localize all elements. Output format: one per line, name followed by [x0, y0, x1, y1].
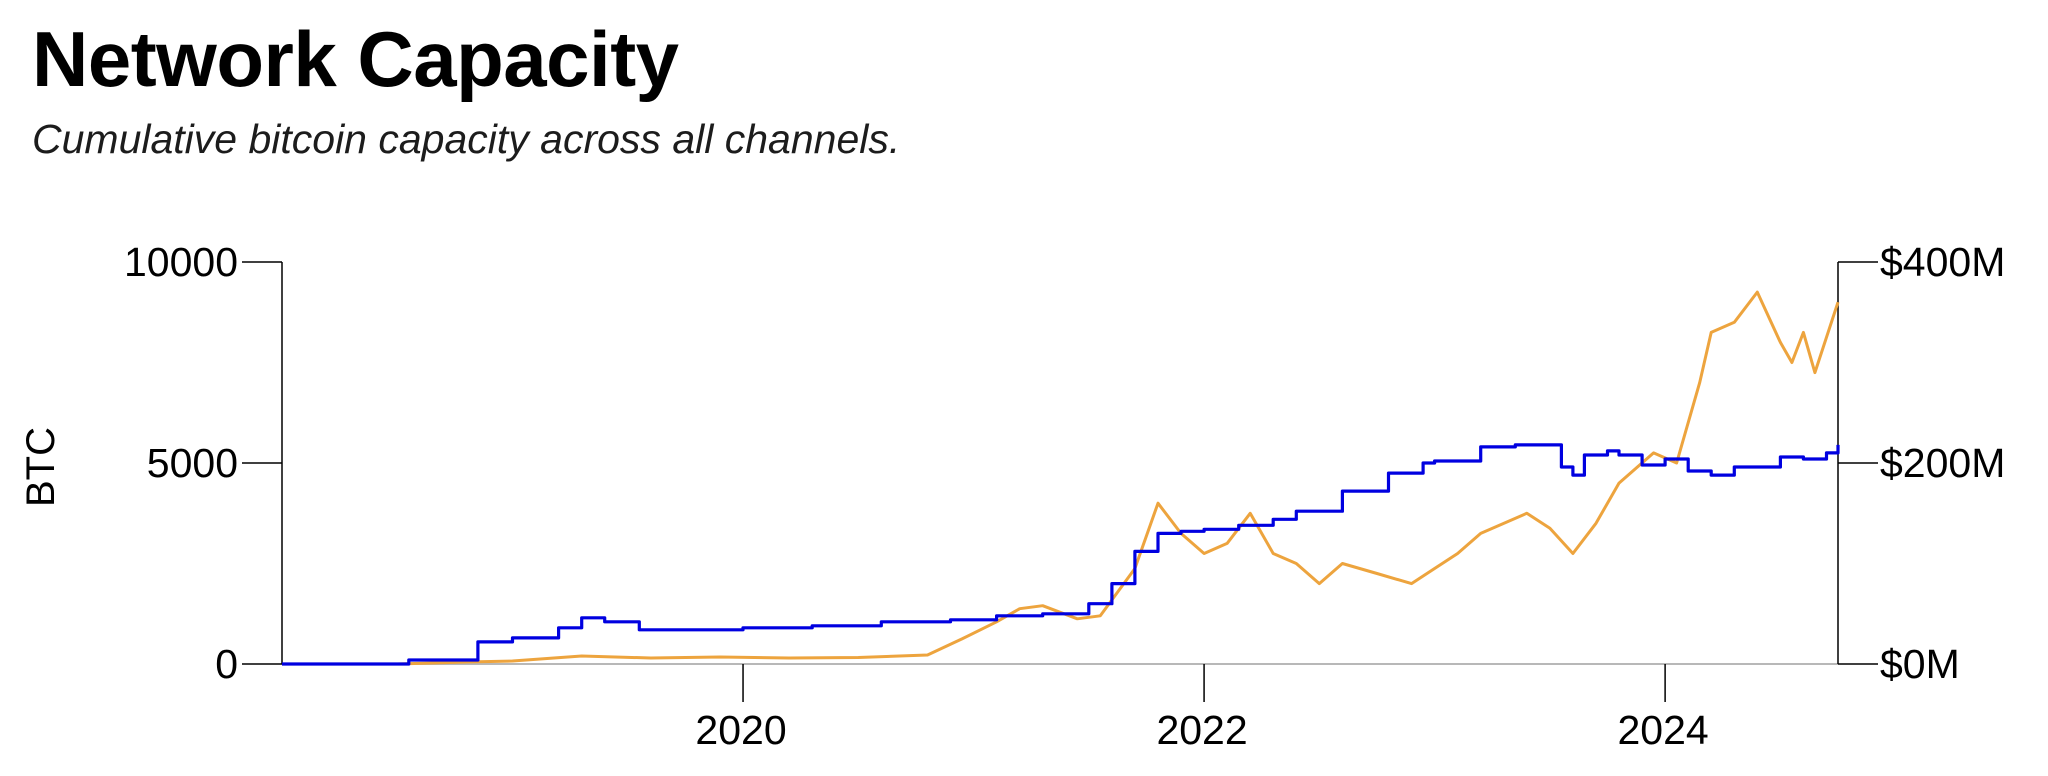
y-tick-right-label: $400M — [1880, 239, 2005, 285]
chart-title: Network Capacity — [32, 15, 679, 103]
y-tick-right-label: $0M — [1880, 641, 1960, 687]
y-tick-left-label: 10000 — [124, 239, 238, 285]
chart-lines — [282, 290, 1840, 666]
chart-subtitle: Cumulative bitcoin capacity across all c… — [32, 116, 901, 162]
chart-axes — [242, 261, 1878, 702]
x-tick-label: 2020 — [695, 707, 786, 753]
x-tick-label: 2022 — [1156, 707, 1247, 753]
y-tick-right-label: $200M — [1880, 440, 2005, 486]
chart-tick-labels: 0 5000 10000 $0M $200M $400M 2020 2022 2024 BTC — [19, 239, 2005, 753]
series-line-usd — [282, 290, 1840, 666]
y-tick-left-label: 0 — [215, 641, 238, 687]
series-line-btc — [282, 443, 1840, 666]
y-axis-title: BTC — [19, 427, 63, 507]
x-tick-label: 2024 — [1618, 707, 1709, 753]
y-tick-left-label: 5000 — [147, 440, 238, 486]
